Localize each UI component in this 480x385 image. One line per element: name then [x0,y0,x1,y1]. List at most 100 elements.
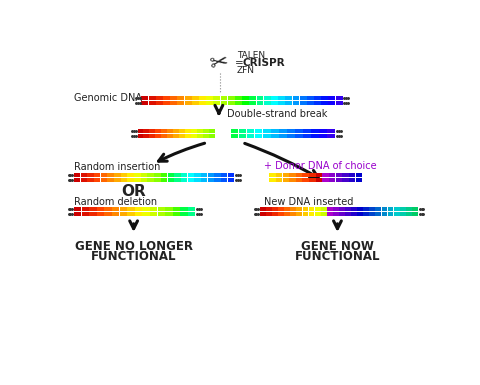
Bar [163,95,170,99]
Bar [351,207,357,211]
Bar [185,134,191,137]
Bar [97,207,104,211]
Bar [314,95,321,99]
Bar [328,100,336,104]
Bar [412,213,418,216]
Bar [220,100,228,104]
Bar [203,134,209,137]
Bar [74,213,81,216]
Bar [135,207,142,211]
Bar [297,213,302,216]
Bar [266,207,272,211]
Bar [134,177,141,181]
Bar [351,213,357,216]
Bar [157,207,165,211]
Bar [319,129,327,132]
Bar [394,207,399,211]
Bar [321,100,328,104]
Bar [394,213,399,216]
Bar [213,100,220,104]
Bar [173,213,180,216]
Bar [349,172,355,176]
Bar [173,134,179,137]
Bar [297,207,302,211]
Bar [134,172,141,176]
Bar [150,207,157,211]
Bar [101,177,107,181]
Bar [388,207,394,211]
Bar [321,213,326,216]
Bar [283,177,289,181]
Bar [300,100,307,104]
Bar [271,95,278,99]
Bar [264,95,271,99]
Bar [213,95,220,99]
Text: New DNA inserted: New DNA inserted [264,197,353,207]
Bar [345,207,351,211]
Bar [311,129,319,132]
Bar [295,129,303,132]
Bar [345,213,351,216]
Bar [382,213,387,216]
Bar [168,134,173,137]
Bar [315,213,321,216]
Text: Double-strand break: Double-strand break [228,109,328,119]
Bar [177,100,184,104]
Bar [87,177,94,181]
Bar [74,172,81,176]
Bar [260,207,266,211]
Bar [154,172,161,176]
Bar [249,100,256,104]
Bar [315,207,321,211]
Bar [82,207,89,211]
Bar [336,177,342,181]
Bar [292,100,300,104]
Bar [255,129,263,132]
Bar [278,100,285,104]
Bar [149,129,155,132]
Bar [192,95,199,99]
Bar [276,172,282,176]
Bar [197,134,203,137]
Bar [114,172,120,176]
Bar [357,207,363,211]
Bar [263,129,271,132]
Bar [101,172,107,176]
Bar [179,134,185,137]
Bar [221,177,228,181]
Bar [271,129,278,132]
Text: Genomic DNA: Genomic DNA [74,93,142,103]
Bar [156,95,163,99]
Bar [309,207,314,211]
Bar [375,213,381,216]
Bar [276,177,282,181]
Bar [289,177,296,181]
Bar [188,207,195,211]
Bar [284,207,290,211]
Bar [271,134,278,137]
Bar [137,129,143,132]
Bar [342,177,349,181]
Bar [296,172,302,176]
Bar [81,177,87,181]
Bar [137,134,143,137]
Bar [94,172,100,176]
Bar [179,129,185,132]
Bar [181,177,187,181]
Bar [316,172,322,176]
Text: GENE NO LONGER: GENE NO LONGER [74,240,192,253]
Bar [180,207,188,211]
Bar [309,172,315,176]
Bar [180,213,188,216]
Bar [349,177,355,181]
Bar [120,213,127,216]
Bar [235,95,242,99]
Bar [272,213,278,216]
Bar [156,100,163,104]
Bar [255,134,263,137]
Bar [203,129,209,132]
Bar [199,95,206,99]
Bar [307,100,314,104]
Bar [269,172,276,176]
Bar [327,134,335,137]
